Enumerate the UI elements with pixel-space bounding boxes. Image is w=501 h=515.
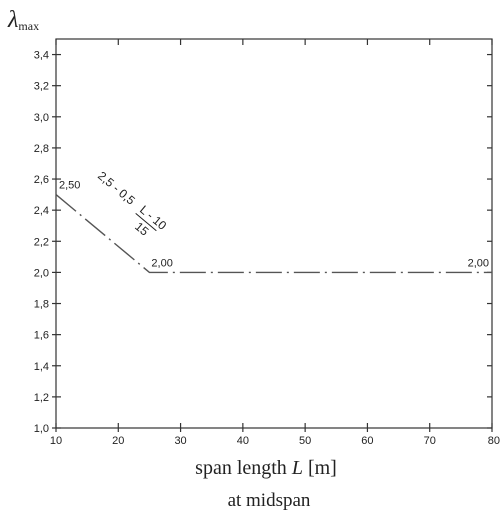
y-tick-label: 1,8 [34,299,49,311]
x-axis-title-suffix: [m] [303,457,337,479]
y-axis-symbol: λ [7,7,18,33]
data-label: 2,50 [59,180,80,192]
annotation-layer: 2,50 2,00 2,00 [59,180,489,270]
data-label: 2,00 [151,257,172,269]
y-axis-title: λmax [7,7,39,33]
y-axis-subscript: max [18,19,39,33]
x-axis-ticks: 10 20 30 40 50 60 70 80 [50,39,500,447]
y-tick-label: 2,4 [34,205,49,217]
y-tick-label: 2,0 [34,267,49,279]
formula-fraction-bar [135,212,157,232]
plot-area [55,38,493,429]
x-tick-label: 60 [361,435,373,447]
y-tick-label: 3,0 [34,112,49,124]
x-axis-title: span length L [m] [195,457,337,479]
x-tick-label: 50 [299,435,311,447]
x-tick-label: 70 [424,435,436,447]
y-tick-label: 2,2 [34,236,49,248]
y-tick-label: 1,6 [34,330,49,342]
data-label: 2,00 [468,257,489,269]
series-layer [55,194,492,274]
x-axis-title-prefix: span length [195,457,292,479]
x-tick-label: 80 [488,435,500,447]
y-tick-label: 1,2 [34,392,49,404]
y-tick-label: 1,0 [34,423,49,435]
formula-prefix: 2,5 - 0,5 [95,169,138,208]
x-axis-title-var: L [291,457,303,479]
series-line [55,194,492,274]
x-tick-label: 40 [237,435,249,447]
y-tick-label: 1,4 [34,361,49,373]
y-axis-ticks: 1,0 1,2 1,4 1,6 1,8 2,0 2,2 2,4 2,6 2,8 3,0 3,2 3,4 [34,50,492,435]
y-tick-label: 3,4 [34,50,49,62]
chart-caption: at midspan [228,490,311,511]
formula-annotation: 2,5 - 0,5 L - 10 15 [95,169,169,239]
x-tick-label: 30 [174,435,186,447]
x-tick-label: 20 [112,435,124,447]
y-tick-label: 3,2 [34,81,49,93]
x-tick-label: 10 [50,435,62,447]
y-tick-label: 2,8 [34,143,49,155]
y-tick-label: 2,6 [34,174,49,186]
